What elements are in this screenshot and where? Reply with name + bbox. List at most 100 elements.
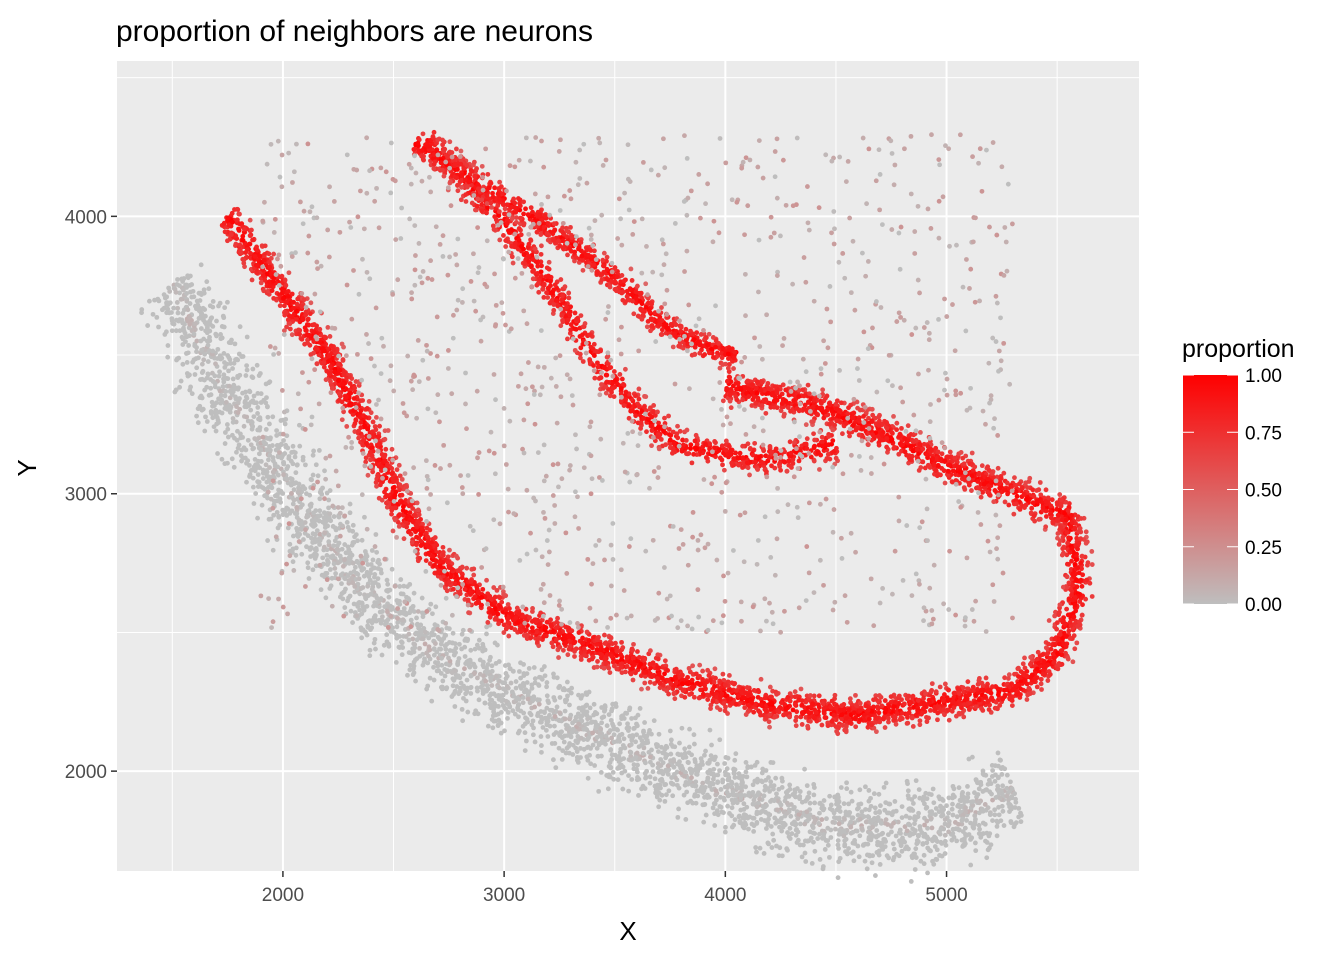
data-point xyxy=(615,777,621,783)
data-point xyxy=(993,772,998,778)
data-point xyxy=(457,591,463,597)
data-point xyxy=(774,791,779,797)
data-point xyxy=(225,434,231,440)
data-point xyxy=(306,508,312,513)
data-point xyxy=(925,845,931,851)
data-point xyxy=(656,804,662,810)
data-point xyxy=(1016,805,1022,811)
data-point xyxy=(339,417,345,423)
data-point xyxy=(490,725,496,731)
data-point xyxy=(821,806,827,812)
data-point xyxy=(452,641,458,647)
data-point xyxy=(701,802,707,808)
data-point xyxy=(822,847,828,852)
data-point xyxy=(741,801,747,807)
data-point xyxy=(323,570,329,576)
data-point xyxy=(251,414,257,419)
data-point xyxy=(359,600,365,606)
data-point xyxy=(608,765,614,770)
data-point xyxy=(368,567,374,573)
data-point xyxy=(613,701,619,707)
data-point xyxy=(232,341,238,347)
data-point xyxy=(359,434,365,439)
data-point xyxy=(787,786,793,792)
data-point xyxy=(836,831,842,837)
data-point xyxy=(324,490,330,496)
data-point xyxy=(743,769,749,775)
data-point xyxy=(285,506,291,512)
data-point xyxy=(535,697,540,703)
data-point xyxy=(659,792,665,798)
data-point xyxy=(395,620,401,625)
data-point xyxy=(559,729,564,735)
data-point xyxy=(890,809,896,815)
data-point xyxy=(267,436,273,442)
data-point xyxy=(459,564,465,570)
data-point xyxy=(520,723,526,729)
data-point xyxy=(372,636,378,642)
data-point xyxy=(979,806,985,812)
data-point xyxy=(214,318,219,324)
data-point xyxy=(198,262,204,268)
data-point xyxy=(538,734,544,739)
data-point xyxy=(779,853,785,859)
data-point xyxy=(389,446,395,452)
data-point xyxy=(900,835,905,841)
data-point xyxy=(405,672,410,678)
data-point xyxy=(280,453,285,459)
data-point xyxy=(317,496,323,502)
data-point xyxy=(913,778,919,784)
data-point xyxy=(530,718,536,724)
data-point xyxy=(304,491,309,497)
data-point xyxy=(809,861,815,866)
data-point xyxy=(672,696,678,702)
data-point xyxy=(264,469,270,475)
data-point xyxy=(248,468,254,473)
data-point xyxy=(835,838,841,844)
data-point xyxy=(503,706,509,712)
data-point xyxy=(171,305,177,311)
data-point xyxy=(530,628,536,634)
data-point xyxy=(791,804,797,810)
data-point xyxy=(652,776,658,782)
data-point xyxy=(169,318,175,324)
data-point xyxy=(649,674,655,680)
data-point xyxy=(282,421,288,427)
data-point xyxy=(485,723,491,729)
data-point xyxy=(373,414,379,420)
data-point xyxy=(625,721,630,727)
data-point xyxy=(326,353,332,359)
data-point xyxy=(255,472,261,478)
data-point xyxy=(523,627,529,633)
data-point xyxy=(345,544,351,550)
data-point xyxy=(772,815,778,821)
data-point xyxy=(186,343,192,348)
data-point xyxy=(925,870,930,876)
data-point xyxy=(363,459,369,465)
data-point xyxy=(213,428,219,434)
data-point xyxy=(512,627,518,632)
data-point xyxy=(578,695,584,701)
data-point xyxy=(314,346,320,352)
data-point xyxy=(636,654,642,660)
data-point xyxy=(487,614,493,620)
data-point xyxy=(351,569,357,574)
data-point xyxy=(922,801,927,807)
data-point xyxy=(1000,783,1006,789)
data-point xyxy=(817,831,822,837)
data-point xyxy=(217,409,222,415)
data-point xyxy=(765,840,771,846)
data-point xyxy=(212,384,218,390)
data-point xyxy=(353,532,359,538)
data-point xyxy=(869,818,875,823)
data-point xyxy=(431,632,437,638)
data-point xyxy=(835,842,841,848)
data-point xyxy=(639,686,644,692)
data-point xyxy=(642,720,647,725)
data-point xyxy=(201,357,207,363)
data-point xyxy=(292,450,298,456)
data-point xyxy=(787,825,793,831)
data-point xyxy=(493,718,498,724)
data-point xyxy=(885,832,891,838)
data-point xyxy=(610,770,616,775)
